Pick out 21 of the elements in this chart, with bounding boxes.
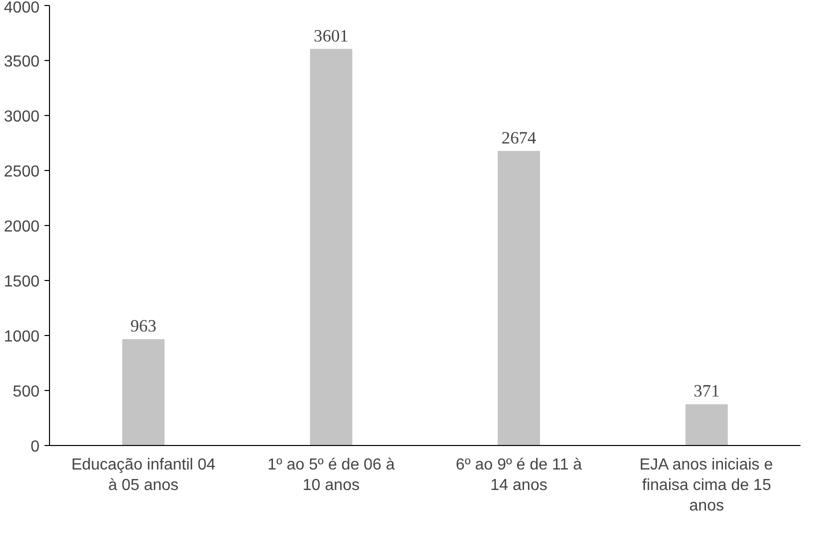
x-tick-label: Educação infantil 04 à 05 anos xyxy=(71,456,216,494)
y-tick-label: 2500 xyxy=(4,164,40,180)
y-tick-label: 3000 xyxy=(4,108,40,126)
y-tick-label: 4000 xyxy=(4,0,40,16)
data-label: 3601 xyxy=(314,26,348,46)
data-label: 371 xyxy=(694,382,720,401)
x-tick-label: 6º ao 9º é de 11 à 14 anos xyxy=(456,456,582,494)
bar xyxy=(498,150,540,446)
y-tick-label: 0 xyxy=(30,438,40,456)
data-label: 963 xyxy=(130,316,156,336)
y-tick-label: 1500 xyxy=(4,274,40,290)
x-tick-label: 1º ao 5º é de 06 à 10 anos xyxy=(267,456,395,494)
bar xyxy=(122,339,165,446)
bar xyxy=(310,48,352,446)
y-tick-label: 500 xyxy=(12,384,40,400)
bar xyxy=(685,404,728,446)
y-tick-label: 3500 xyxy=(4,54,40,70)
data-label: 2674 xyxy=(502,128,537,148)
y-tick-label: 2000 xyxy=(4,218,40,236)
y-tick-label: 1000 xyxy=(4,328,40,346)
x-tick-label: EJA anos iniciais e finaisa cima de 15 anos xyxy=(639,456,773,514)
